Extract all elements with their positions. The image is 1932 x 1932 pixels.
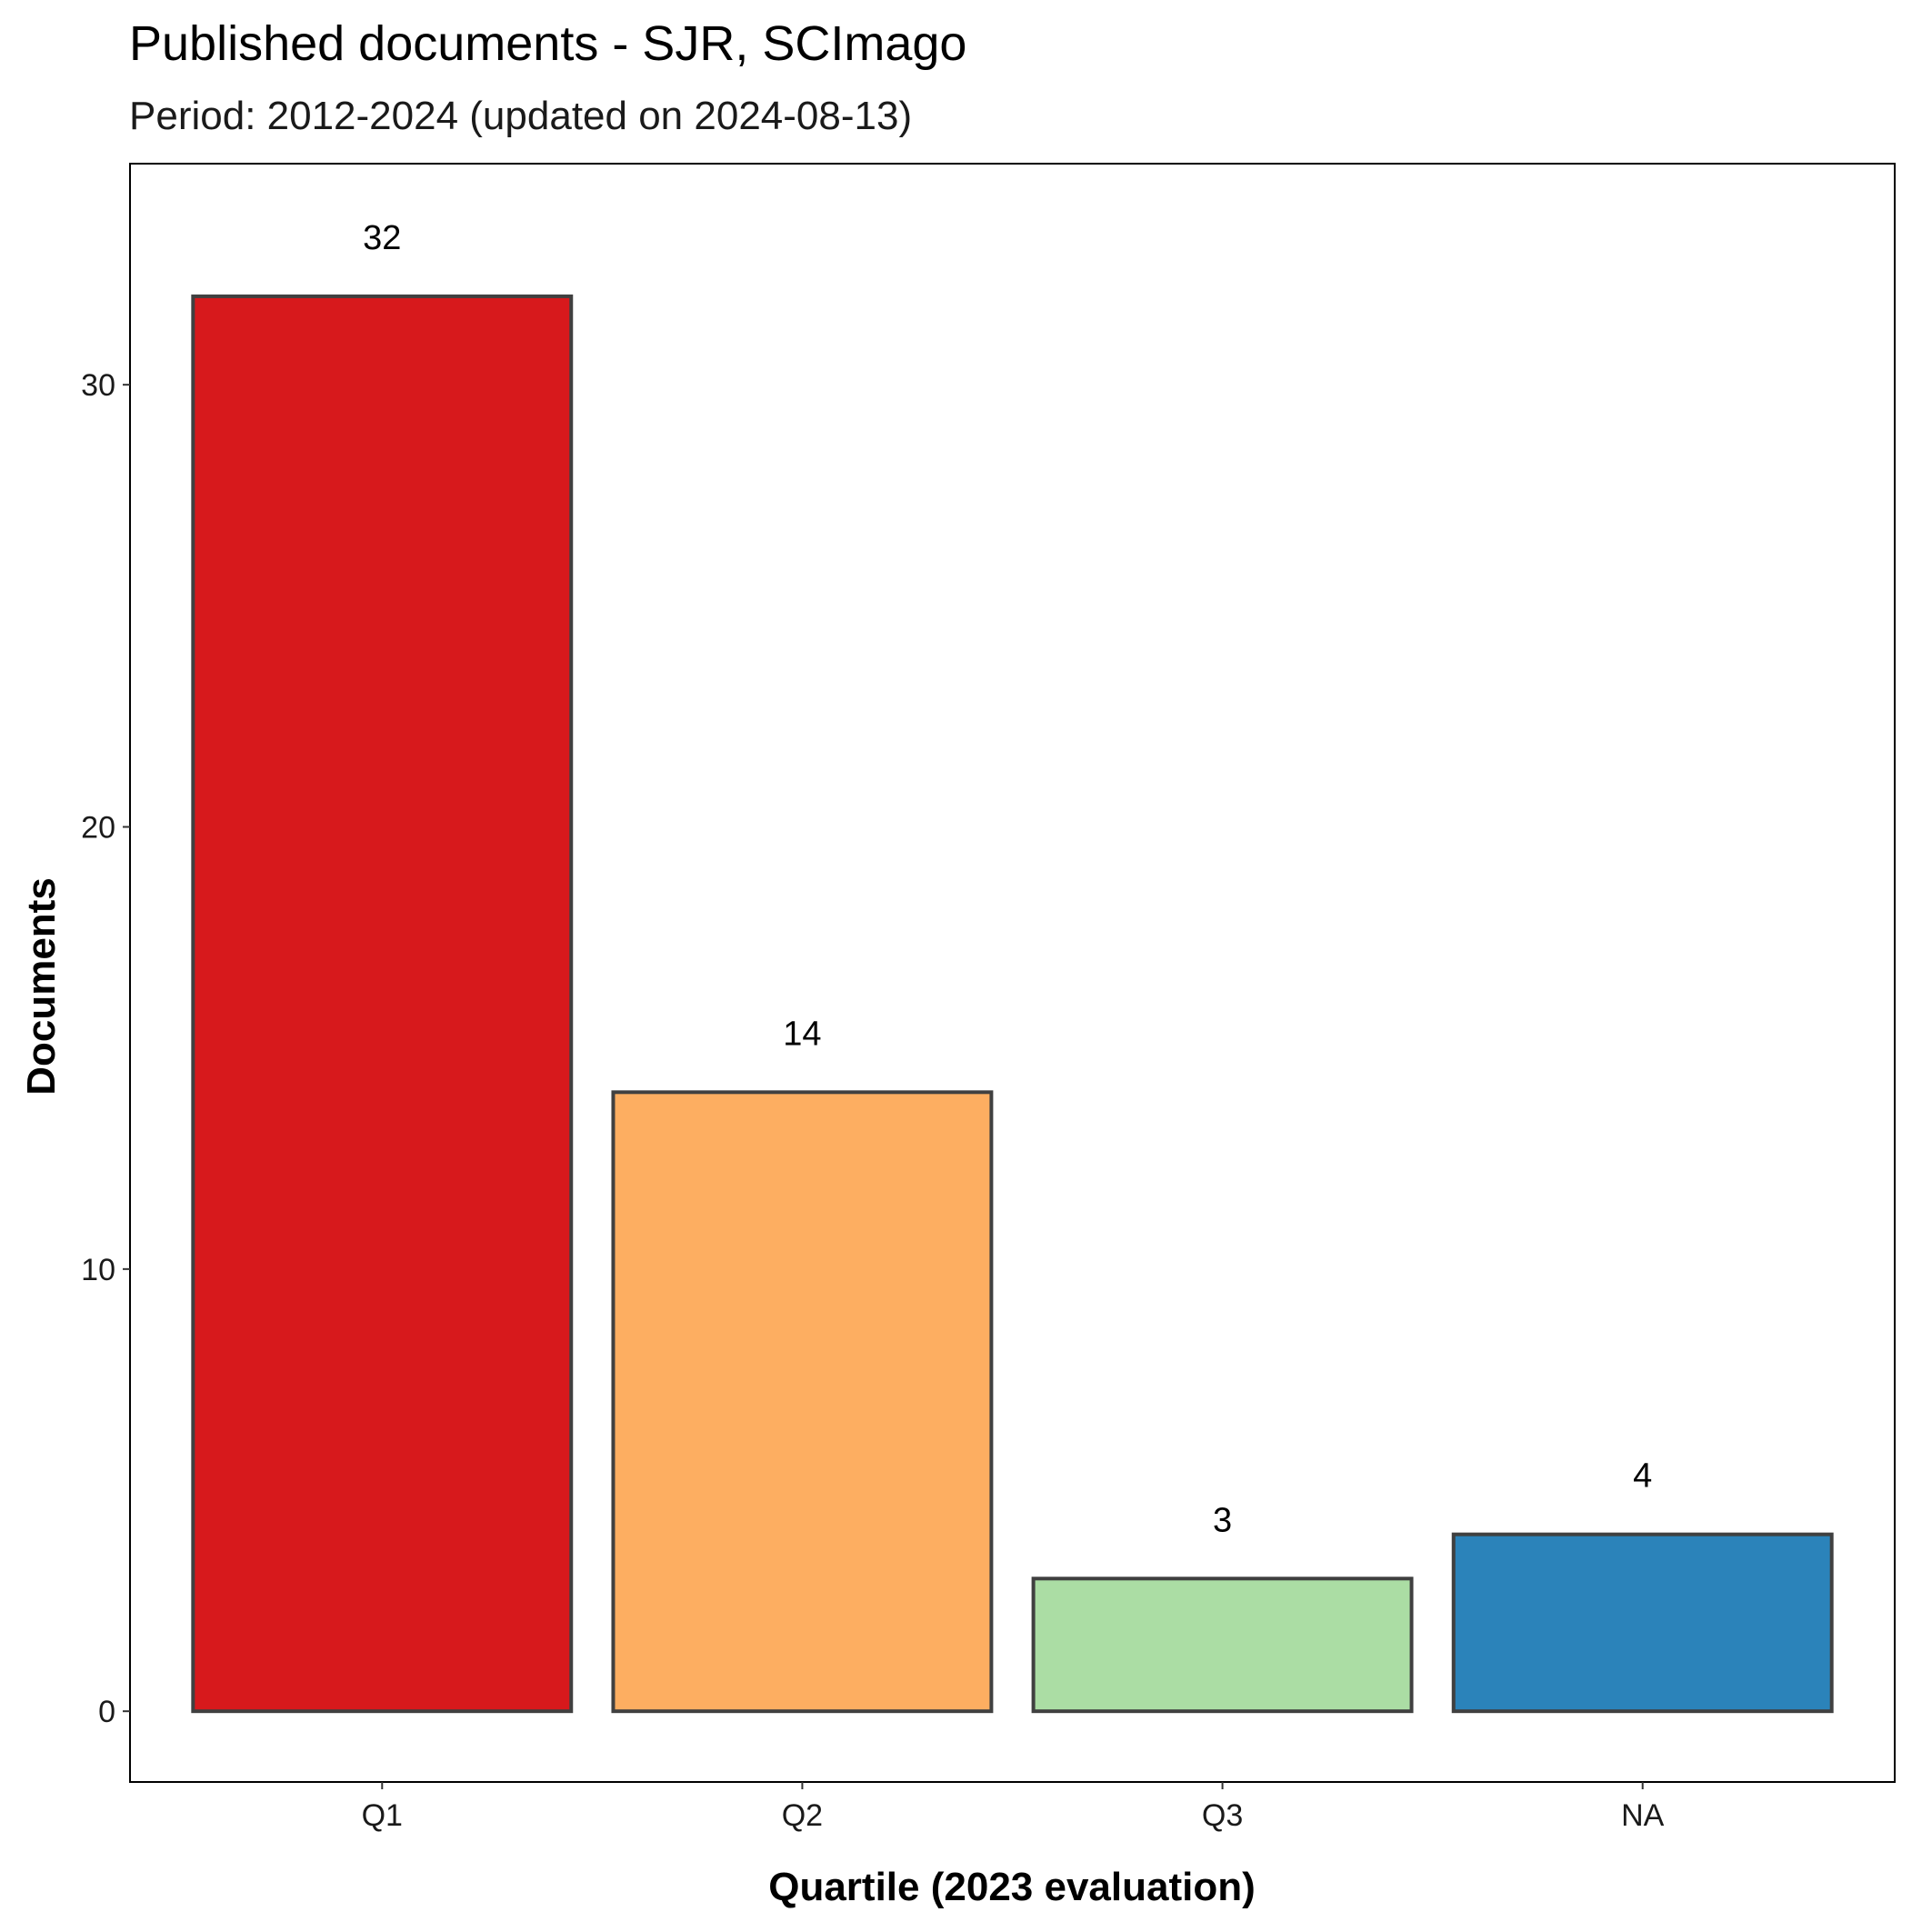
y-axis-title: Documents [19,877,64,1096]
x-axis-title: Quartile (2023 evaluation) [768,1865,1256,1909]
x-axis: Q1 Q2 Q3 NA [362,1782,1665,1833]
y-tick-label: 0 [98,1695,115,1729]
bars-group [191,294,1834,1714]
data-label-q2: 14 [783,1015,821,1053]
bar-q2 [611,1090,994,1714]
data-label-q1: 32 [363,219,401,257]
x-tick-label-na: NA [1621,1798,1665,1833]
data-label-q3: 3 [1213,1501,1232,1539]
y-tick-label: 30 [81,368,115,403]
y-axis: 0 10 20 30 [81,368,130,1729]
bar-na [1451,1532,1834,1714]
x-tick-label-q1: Q1 [362,1798,403,1833]
chart-title: Published documents - SJR, SCImago [129,16,966,71]
y-tick-label: 20 [81,811,115,846]
x-tick-label-q3: Q3 [1202,1798,1243,1833]
chart-subtitle: Period: 2012-2024 (updated on 2024-08-13… [129,94,912,138]
bar-q3 [1031,1577,1414,1714]
y-tick-label: 10 [81,1253,115,1287]
data-labels-group: 32 14 3 4 [363,219,1652,1539]
bar-q1 [191,294,574,1714]
data-label-na: 4 [1633,1457,1652,1496]
x-tick-label-q2: Q2 [782,1798,823,1833]
